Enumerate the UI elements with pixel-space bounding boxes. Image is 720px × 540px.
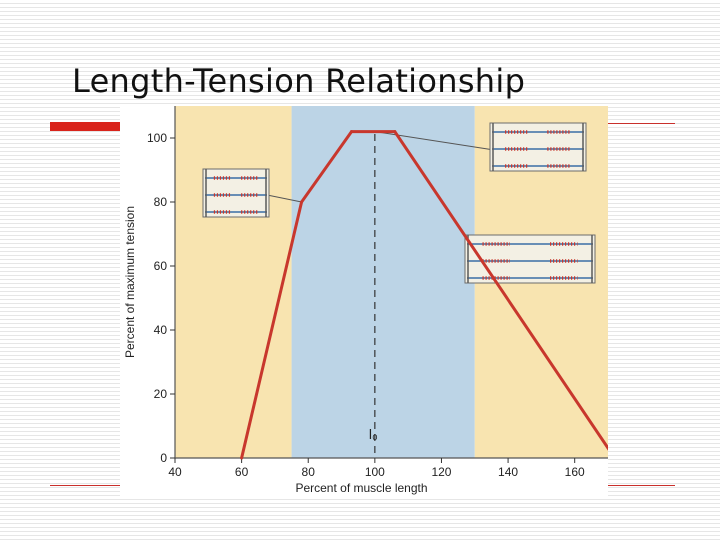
x-tick-label: 160 [565,465,585,479]
sarcomere-box [464,234,596,284]
shaded-region-1 [291,106,475,458]
x-tick-label: 80 [302,465,316,479]
x-tick-label: 100 [365,465,385,479]
x-tick-label: 140 [498,465,518,479]
x-axis-label: Percent of muscle length [295,481,427,495]
curve-point [240,456,244,460]
length-tension-chart: 0 20 40 60 80 100 40 60 80 100 120 140 160 Percent o… [123,106,608,495]
accent-bar [50,122,125,131]
x-tick-label: 60 [235,465,249,479]
sarcomere-diagram-optimal [489,122,587,172]
y-tick-label: 100 [147,131,167,145]
slide-title: Length-Tension Relationship [72,62,526,100]
y-tick-label: 60 [154,259,168,273]
y-axis-label: Percent of maximum tension [123,206,137,358]
x-tick-label: 120 [431,465,451,479]
y-tick-label: 80 [154,195,168,209]
chart-figure: 0 20 40 60 80 100 40 60 80 100 120 140 160 Percent o… [120,106,608,496]
curve-point [350,130,354,134]
y-tick-label: 0 [160,451,167,465]
sarcomere-diagram-short [202,168,270,218]
y-tick-label: 40 [154,323,168,337]
x-tick-label: 40 [168,465,182,479]
sarcomere-diagram-long [464,234,596,284]
optimal-length-label: l₀ [369,426,378,442]
sarcomere-box [202,168,270,218]
sarcomere-box [489,122,587,172]
curve-point [393,130,397,134]
y-tick-label: 20 [154,387,168,401]
curve-point [300,200,304,204]
shaded-region-0 [175,106,292,458]
callout-line-optimal [374,131,491,150]
callout-line-short [268,194,302,203]
